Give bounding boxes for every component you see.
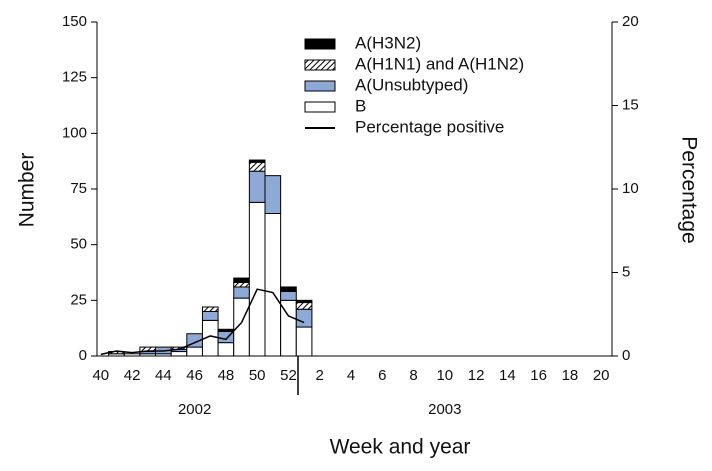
bar-segment: [295, 326, 313, 357]
bar-segment: [295, 308, 313, 328]
bar-segment: [280, 290, 297, 301]
legend-label: A(H1N1) and A(H1N2): [355, 54, 524, 73]
x-tick-label: 6: [378, 367, 386, 384]
y-tick-label: 125: [62, 69, 87, 86]
legend-label: A(H3N2): [355, 33, 421, 52]
bar-segment: [217, 342, 235, 357]
bar-segment: [248, 161, 266, 172]
x-tick-label: 42: [124, 367, 141, 384]
bar-segment: [295, 302, 313, 310]
y-tick-label: 100: [62, 124, 87, 141]
y-tick-label: 150: [62, 13, 87, 30]
bar-segment: [264, 175, 282, 214]
bar-segment: [170, 351, 188, 357]
y2-tick-label: 0: [622, 347, 630, 364]
x-axis-label: Week and year: [330, 436, 471, 459]
bar-segment: [280, 286, 297, 292]
bar-segment: [201, 310, 219, 321]
bar-segment: [217, 328, 235, 333]
legend-swatch: [304, 80, 336, 92]
y-axis-label: Number: [16, 153, 39, 228]
x-tick-label: 2: [316, 367, 324, 384]
y2-tick-label: 15: [622, 96, 639, 113]
bar-segment: [233, 277, 250, 284]
x-tick-label: 10: [436, 367, 453, 384]
y2-tick-label: 20: [622, 13, 639, 30]
x-tick-label: 8: [409, 367, 417, 384]
bar-segment: [248, 170, 266, 203]
bar-segment: [233, 286, 250, 299]
y2-tick-label: 10: [622, 180, 639, 197]
legend-swatch: [304, 101, 336, 113]
line: [100, 288, 305, 356]
x-tick-label: 14: [499, 367, 516, 384]
x-tick-label: 4: [347, 367, 355, 384]
legend-label: A(Unsubtyped): [355, 75, 468, 94]
bar-segment: [248, 159, 266, 163]
bar-segment: [264, 212, 282, 357]
x-tick-label: 44: [155, 367, 172, 384]
x-tick-label: 48: [218, 367, 235, 384]
legend-label: Percentage positive: [355, 117, 504, 136]
y-tick-label: 50: [70, 236, 87, 253]
x-tick-label: 46: [186, 367, 203, 384]
legend-swatch: [304, 38, 336, 50]
bar-segment: [233, 282, 250, 288]
x-tick-label: 18: [562, 367, 579, 384]
x-tick-label: 12: [468, 367, 485, 384]
x-tick-label: 50: [249, 367, 266, 384]
y-tick-label: 25: [70, 291, 87, 308]
legend-swatch: [304, 59, 336, 71]
bar-segment: [248, 201, 266, 357]
x-tick-label: 40: [92, 367, 109, 384]
year-label: 2003: [428, 401, 461, 418]
y-tick-label: 75: [70, 180, 87, 197]
x-tick-label: 20: [593, 367, 610, 384]
x-tick-label: 52: [280, 367, 297, 384]
bar-segment: [295, 299, 313, 304]
legend-label: B: [355, 96, 366, 115]
bar-segment: [233, 297, 250, 357]
y2-tick-label: 5: [622, 263, 630, 280]
bar-segment: [186, 346, 203, 357]
x-tick-label: 16: [530, 367, 547, 384]
y-tick-label: 0: [79, 347, 87, 364]
bar-segment: [123, 353, 141, 357]
year-label: 2002: [178, 401, 211, 418]
y2-axis-label: Percentage: [677, 136, 700, 243]
bar-segment: [201, 306, 219, 312]
